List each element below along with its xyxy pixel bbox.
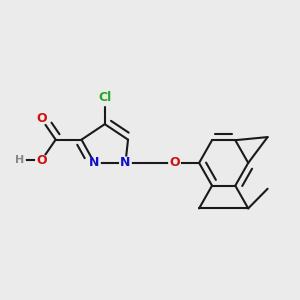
Text: O: O <box>36 112 47 125</box>
Text: Cl: Cl <box>98 91 111 103</box>
Text: O: O <box>169 156 180 170</box>
Circle shape <box>36 155 47 166</box>
Circle shape <box>97 89 113 105</box>
Text: N: N <box>89 156 100 170</box>
Circle shape <box>89 157 100 169</box>
Text: H: H <box>15 155 24 165</box>
Text: O: O <box>36 154 47 167</box>
Circle shape <box>14 155 25 166</box>
Circle shape <box>36 113 47 125</box>
Text: N: N <box>120 156 130 170</box>
Circle shape <box>169 157 180 169</box>
Circle shape <box>120 157 131 169</box>
